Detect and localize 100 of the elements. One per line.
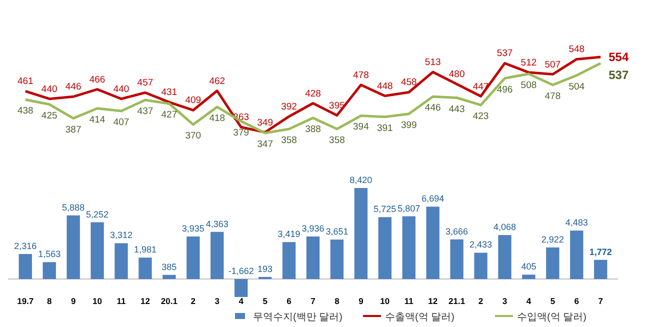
x-tick-label: 11	[116, 296, 126, 306]
bar	[426, 206, 440, 280]
data-label: 5,807	[398, 203, 420, 214]
data-label: 3,666	[446, 226, 468, 236]
bar	[378, 217, 392, 280]
x-tick-label: 2	[190, 296, 196, 306]
data-label: 480	[448, 69, 465, 80]
data-label: 414	[89, 114, 106, 126]
x-tick-label: 5	[262, 296, 268, 306]
data-label: 409	[185, 95, 202, 106]
x-tick-label: 19.7	[17, 296, 34, 306]
data-label: 3,419	[278, 229, 300, 240]
bar	[570, 230, 584, 280]
data-label: 388	[305, 124, 321, 135]
legend-label: 수출액(억 달러)	[385, 312, 454, 323]
bar	[282, 242, 296, 280]
data-label: 440	[41, 84, 58, 95]
data-label: 431	[161, 87, 178, 98]
bar	[498, 235, 512, 280]
bar	[306, 236, 320, 280]
data-label: 448	[376, 80, 393, 92]
data-label: 399	[400, 120, 417, 131]
x-tick-label: 7	[598, 296, 604, 306]
data-label: 4,068	[493, 222, 516, 232]
data-label: 1,981	[134, 244, 156, 255]
data-label: 394	[353, 122, 369, 133]
data-label: 370	[185, 130, 202, 142]
data-label: 193	[258, 264, 273, 274]
data-label: 2,922	[541, 234, 564, 244]
bar	[474, 252, 488, 280]
data-label: 462	[209, 76, 226, 87]
data-label: 4,363	[206, 218, 228, 229]
data-label: 466	[89, 74, 106, 86]
x-tick-label: 21.1	[448, 296, 466, 306]
data-label: 457	[137, 78, 154, 89]
data-label: 461	[17, 76, 34, 88]
bar	[90, 222, 104, 280]
data-label: 2,316	[14, 240, 37, 251]
x-tick-label: 6	[286, 296, 292, 306]
data-label: 3,312	[110, 230, 133, 240]
bar	[522, 274, 536, 280]
bar	[162, 274, 176, 280]
data-label: 1,563	[38, 249, 61, 260]
data-label: 537	[608, 68, 629, 82]
data-label: 347	[257, 139, 273, 150]
data-label: 554	[608, 50, 629, 64]
data-label: 512	[520, 57, 537, 68]
x-tick-label: 11	[404, 296, 414, 306]
bar	[354, 188, 368, 280]
bar	[546, 247, 560, 280]
data-label: 446	[424, 102, 441, 114]
x-tick-label: 12	[428, 296, 438, 306]
data-label: 358	[281, 134, 297, 146]
bar	[234, 279, 248, 297]
data-label: 478	[544, 90, 561, 102]
x-tick-label: 10	[380, 296, 390, 306]
data-label: 3,935	[182, 223, 204, 234]
data-label: 385	[162, 262, 177, 272]
x-tick-label: 7	[310, 296, 316, 306]
data-label: 3,936	[302, 223, 324, 234]
x-tick-label: 12	[140, 296, 150, 306]
data-label: 358	[329, 134, 345, 146]
data-label: 440	[113, 84, 130, 95]
data-label: 504	[568, 81, 585, 92]
data-label: 5,888	[62, 202, 85, 212]
bar	[210, 232, 224, 280]
bar	[186, 236, 200, 280]
data-label: 2,433	[470, 240, 492, 250]
x-tick-label: 5	[550, 296, 556, 306]
x-tick-label: 3	[214, 296, 220, 306]
bar	[258, 276, 272, 280]
x-tick-label: 8	[46, 296, 52, 306]
data-label: 425	[41, 110, 58, 122]
data-label: 3,651	[326, 226, 348, 237]
bar	[114, 243, 128, 280]
data-label: 423	[472, 111, 489, 122]
data-label: -1,662	[228, 266, 254, 276]
data-label: 478	[353, 70, 369, 81]
data-label: 379	[233, 127, 250, 138]
data-label: 5,252	[86, 209, 109, 220]
data-label: 438	[17, 106, 34, 117]
bar	[42, 262, 56, 280]
data-label: 387	[65, 124, 82, 136]
data-label: 496	[496, 84, 513, 96]
data-label: 446	[65, 82, 82, 93]
x-tick-label: 3	[502, 296, 508, 306]
x-tick-label: 2	[478, 296, 484, 306]
data-label: 349	[257, 117, 273, 128]
data-label: 537	[496, 48, 513, 60]
data-label: 437	[137, 106, 154, 117]
bar	[450, 239, 464, 280]
x-tick-label: 10	[92, 296, 102, 306]
data-label: 8,420	[350, 175, 372, 185]
data-label: 392	[281, 101, 297, 112]
data-label: 507	[544, 59, 561, 70]
x-tick-label: 8	[334, 296, 340, 306]
data-label: 405	[521, 262, 536, 272]
data-label: 548	[568, 44, 585, 56]
data-label: 391	[376, 122, 393, 134]
legend-label: 수입액(억 달러)	[517, 312, 586, 323]
